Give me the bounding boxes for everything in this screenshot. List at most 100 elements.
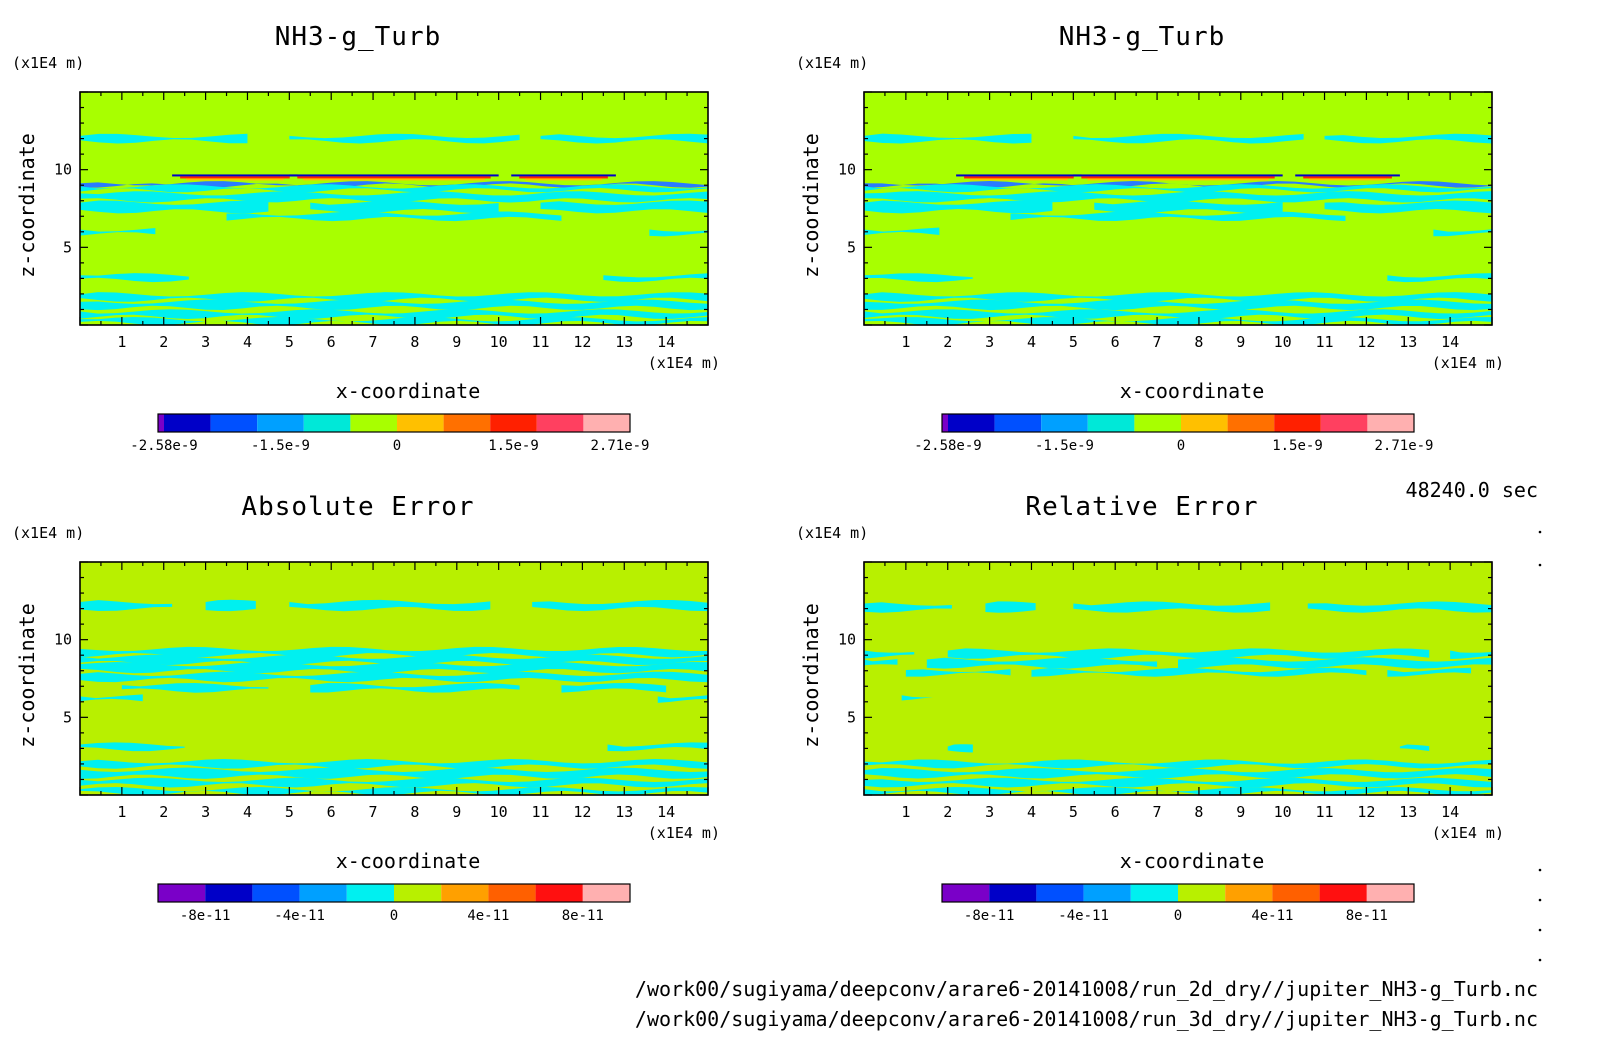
band-2-0 xyxy=(864,184,1492,193)
band-0-3 xyxy=(532,599,708,612)
x-axis-label: x-coordinate xyxy=(336,379,481,403)
y-axis-label: z-coordinate xyxy=(15,603,39,748)
band-2-1 xyxy=(926,657,1158,669)
x-tick-label: 1 xyxy=(117,333,126,351)
colorbar-swatch-5 xyxy=(350,414,397,432)
chart-title: Relative Error xyxy=(1025,492,1258,522)
band-7-0 xyxy=(80,742,185,752)
colorbar-label: 2.71e-9 xyxy=(1374,438,1433,454)
colorbar: -2.58e-9 -1.5e-9 0 1.5e-9 2.71e-9 xyxy=(130,413,650,454)
x-tick-label: 4 xyxy=(1027,803,1036,821)
colorbar-label: -2.58e-9 xyxy=(130,438,197,454)
colorbar-label: 0 xyxy=(1177,438,1185,454)
x-tick-label: 4 xyxy=(243,333,252,351)
colorbar-swatch-5 xyxy=(1134,414,1181,432)
band-0-1 xyxy=(289,133,520,144)
band-0-0 xyxy=(864,133,1032,144)
jet-blue-0-2 xyxy=(511,174,616,177)
colorbar-swatch-1 xyxy=(989,884,1037,902)
jet-orange-0-1 xyxy=(1087,178,1269,181)
panels-group: NH3-g_Turb (x1E4 m) (x1E4 m) x-coordinate z-… xyxy=(12,22,1504,924)
plot-background xyxy=(864,562,1492,795)
colorbar-swatch-4 xyxy=(346,884,394,902)
jet-red-0-1 xyxy=(1081,176,1275,179)
band-2-0 xyxy=(80,184,708,193)
x-tick-label: 10 xyxy=(490,803,508,821)
colorbar-swatch-2 xyxy=(994,414,1042,432)
band-5-1 xyxy=(1399,744,1430,751)
band-1-2 xyxy=(1450,650,1492,659)
band-3-0 xyxy=(864,191,1492,203)
panel-1: NH3-g_Turb (x1E4 m) (x1E4 m) x-coordinate z-… xyxy=(12,22,720,454)
x-tick-label: 4 xyxy=(243,803,252,821)
colorbar-label: 8e-11 xyxy=(1346,908,1388,924)
band-10-0 xyxy=(80,309,708,320)
chart-title: NH3-g_Turb xyxy=(275,22,442,52)
colorbar-swatch-1 xyxy=(164,414,211,432)
colorbar-label: 1.5e-9 xyxy=(488,438,539,454)
colorbar-label: -4e-11 xyxy=(1058,908,1109,924)
colorbar: -2.58e-9 -1.5e-9 0 1.5e-9 2.71e-9 xyxy=(914,413,1434,454)
band-2-2 xyxy=(1178,657,1492,669)
band-7-0 xyxy=(80,273,189,283)
colorbar-swatch-7 xyxy=(488,884,536,902)
colorbar-label: -4e-11 xyxy=(274,908,325,924)
band-5-2 xyxy=(561,683,667,693)
band-5-0 xyxy=(226,211,562,222)
colorbar-frame xyxy=(941,413,1415,433)
x-unit-label: (x1E4 m) xyxy=(1432,824,1504,842)
band-3-2 xyxy=(1387,667,1472,677)
band-6-1 xyxy=(1433,229,1492,237)
colorbar-label: -8e-11 xyxy=(964,908,1015,924)
x-tick-label: 10 xyxy=(1274,803,1292,821)
jet-blue-0-2 xyxy=(1295,174,1400,177)
band-0-0 xyxy=(80,133,248,144)
band-3-0 xyxy=(905,669,1011,677)
band-7-1 xyxy=(603,273,708,283)
y-unit-label: (x1E4 m) xyxy=(796,524,868,542)
x-tick-label: 13 xyxy=(615,333,633,351)
x-tick-label: 1 xyxy=(901,333,910,351)
band-11-0 xyxy=(80,786,708,795)
band-3-0 xyxy=(80,661,708,674)
colorbar-swatch-6 xyxy=(1225,884,1273,902)
colorbar-swatch-4 xyxy=(1130,884,1178,902)
band-10-0 xyxy=(864,309,1492,320)
band-4-0 xyxy=(864,200,1053,214)
x-tick-label: 5 xyxy=(1069,333,1078,351)
jet-blue-0-0 xyxy=(172,174,298,177)
x-tick-label: 7 xyxy=(1153,803,1162,821)
x-tick-label: 11 xyxy=(532,333,550,351)
colorbar-label: 4e-11 xyxy=(467,908,509,924)
band-0-3 xyxy=(1307,601,1492,613)
colorbar-frame xyxy=(157,883,631,903)
x-tick-label: 8 xyxy=(1194,803,1203,821)
colorbar-swatch-10 xyxy=(583,414,630,432)
x-tick-label: 13 xyxy=(615,803,633,821)
colorbar-swatch-0 xyxy=(942,884,990,902)
colorbar-swatch-8 xyxy=(490,414,537,432)
band-1-0 xyxy=(80,181,708,188)
chart-title: Absolute Error xyxy=(241,492,474,522)
jet-orange-0-0 xyxy=(186,178,284,181)
jet-orange-0-2 xyxy=(525,178,602,181)
band-0-1 xyxy=(985,601,1036,613)
band-7-0 xyxy=(864,768,1492,779)
time-label: 48240.0 sec xyxy=(1406,478,1538,502)
colorbar-swatch-7 xyxy=(443,414,491,432)
band-4-0 xyxy=(80,671,708,683)
y-axis-label: z-coordinate xyxy=(15,133,39,278)
colorbar-swatch-8 xyxy=(1274,414,1321,432)
colorbar-label: 8e-11 xyxy=(562,908,604,924)
band-3-0 xyxy=(80,191,708,203)
band-7-1 xyxy=(607,742,708,752)
x-tick-label: 11 xyxy=(532,803,550,821)
band-6-1 xyxy=(649,229,708,237)
x-tick-label: 8 xyxy=(410,333,419,351)
colorbar-swatch-2 xyxy=(1036,884,1084,902)
y-unit-label: (x1E4 m) xyxy=(796,54,868,72)
band-5-1 xyxy=(310,682,520,693)
band-8-0 xyxy=(864,292,1492,302)
band-5-0 xyxy=(1010,211,1346,222)
band-0-2 xyxy=(1324,133,1492,144)
